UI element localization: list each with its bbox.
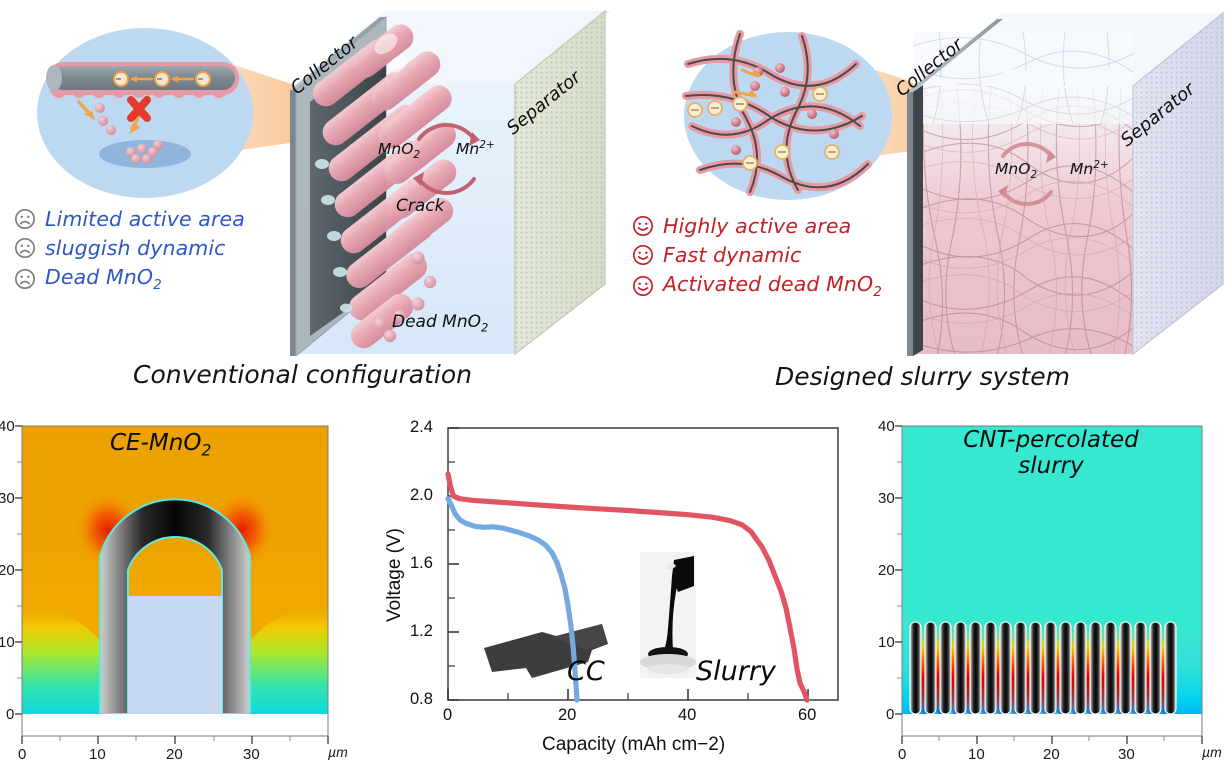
panel-designed-slurry: Collector Separator MnO2 Mn2+ [620, 0, 1232, 400]
blocked-x-icon [127, 96, 151, 122]
bullet-item: sluggish dynamic [14, 236, 245, 260]
x-tick-20: 20 [558, 706, 577, 724]
mno2-rod-deposit [312, 24, 457, 349]
bullet-text: Limited active area [45, 207, 245, 231]
bullet-item: Activated dead MnO2 [632, 272, 882, 300]
smiling-face-icon [633, 216, 653, 236]
bullet-item: Highly active area [632, 214, 882, 238]
caption-conventional: Conventional configuration [133, 360, 472, 389]
caption-slurry: Designed slurry system [775, 362, 1071, 391]
label-mn2plus-right: Mn2+ [1070, 159, 1109, 179]
y-tick-0-8: 0.8 [410, 690, 433, 708]
dead-mno2-particles [373, 251, 437, 343]
bullet-list-slurry: Highly active area Fast dynamic Activate… [632, 214, 882, 305]
cnt-strands [682, 30, 872, 196]
y-tick-2-4: 2.4 [410, 418, 433, 436]
dead-particle-pool [126, 140, 163, 164]
x-axis-unit: µm [1202, 744, 1222, 760]
chart-heatmap-ce-mno2: CE-MnO2 40 30 20 10 0 0 10 20 30 µm [0, 400, 360, 768]
label-crack-left: Crack [396, 196, 445, 216]
x-axis-label: Capacity (mAh cm−2) [542, 734, 726, 755]
x-axis-unit: µm [328, 744, 348, 760]
smiling-face-icon [633, 245, 653, 265]
frowning-face-icon [15, 238, 35, 258]
y-tick-0: 0 [6, 706, 15, 723]
bullet-item: Fast dynamic [632, 243, 882, 267]
y-tick-20: 20 [878, 562, 895, 579]
bullet-text: Activated dead MnO2 [663, 272, 882, 301]
chart-heatmap-cnt-slurry: CNT-percolated slurry 40 30 20 10 0 0 10… [876, 400, 1232, 768]
annotation-slurry-label: Slurry [696, 656, 776, 687]
frowning-face-icon [15, 209, 35, 229]
y-tick-10: 10 [878, 634, 895, 651]
x-tick-0: 0 [443, 706, 453, 724]
slurry-pour-photo [640, 552, 696, 678]
chart-voltage-capacity: 2.4 2.0 1.6 1.2 0.8 0 20 40 60 Voltage (… [356, 400, 866, 768]
y-tick-0: 0 [886, 706, 895, 723]
y-tick-30: 30 [878, 490, 895, 507]
reaction-cycle-arrows [417, 122, 476, 196]
y-tick-1-2: 1.2 [410, 622, 433, 640]
annotation-cc-label: CC [567, 656, 605, 687]
bullet-text: Dead MnO2 [45, 265, 162, 294]
y-tick-2-0: 2.0 [410, 486, 433, 504]
heatmap-left-title: CE-MnO2 [110, 430, 212, 460]
bullet-list-conventional: Limited active area sluggish dynamic Dea… [14, 207, 245, 298]
bullet-text: Highly active area [663, 214, 852, 238]
label-mno2-left: MnO2 [378, 140, 421, 162]
label-mno2-right: MnO2 [995, 160, 1038, 182]
label-mn2plus-left: Mn2+ [456, 139, 495, 159]
x-tick-30: 30 [1118, 746, 1135, 763]
cell-schematic-conventional [290, 9, 610, 356]
heatmap-right-title-line2: slurry [1018, 452, 1084, 479]
x-tick-10: 10 [968, 746, 985, 763]
x-tick-60: 60 [798, 706, 817, 724]
x-tick-20: 20 [166, 746, 183, 763]
label-dead-mno2-left: Dead MnO2 [392, 312, 489, 335]
bullet-text: sluggish dynamic [45, 236, 226, 260]
series-slurry-curve [445, 471, 810, 703]
reaction-cycle-arrows [1001, 142, 1053, 206]
y-tick-20: 20 [0, 562, 15, 579]
arrowhead [469, 132, 480, 146]
y-tick-30: 30 [0, 490, 15, 507]
frowning-face-icon [15, 269, 35, 290]
cell-schematic-slurry [907, 11, 1225, 356]
bullet-text: Fast dynamic [663, 243, 802, 267]
smiling-face-icon [633, 276, 653, 297]
y-axis-label: Voltage (V) [384, 528, 405, 622]
x-tick-40: 40 [678, 706, 697, 724]
bullet-item: Dead MnO2 [14, 265, 245, 293]
dissolved-mn-particles [95, 103, 116, 135]
panel-conventional: Collector Separator MnO2 Mn2+ Crack Dead… [0, 0, 620, 400]
y-tick-40: 40 [0, 418, 15, 435]
heatmap-right-title-line1: CNT-percolated [963, 427, 1139, 453]
inset-conventional-surface [37, 28, 253, 198]
x-tick-20: 20 [1043, 746, 1060, 763]
cnt-network-fibres [913, 87, 1133, 354]
x-tick-0: 0 [18, 746, 27, 763]
bullet-item: Limited active area [14, 207, 245, 231]
x-tick-30: 30 [243, 746, 260, 763]
inset-cnt-percolation [682, 30, 892, 200]
x-tick-0: 0 [898, 746, 907, 763]
electrode-fingers [909, 621, 1177, 714]
arrowhead [413, 172, 424, 186]
mn-ion-particles [731, 63, 839, 155]
x-tick-10: 10 [89, 746, 106, 763]
y-tick-10: 10 [0, 634, 15, 651]
y-tick-40: 40 [878, 418, 895, 435]
series-cc-curve [445, 496, 580, 703]
heatmap-right-title: CNT-percolated slurry [936, 427, 1166, 480]
y-tick-1-6: 1.6 [410, 554, 433, 572]
